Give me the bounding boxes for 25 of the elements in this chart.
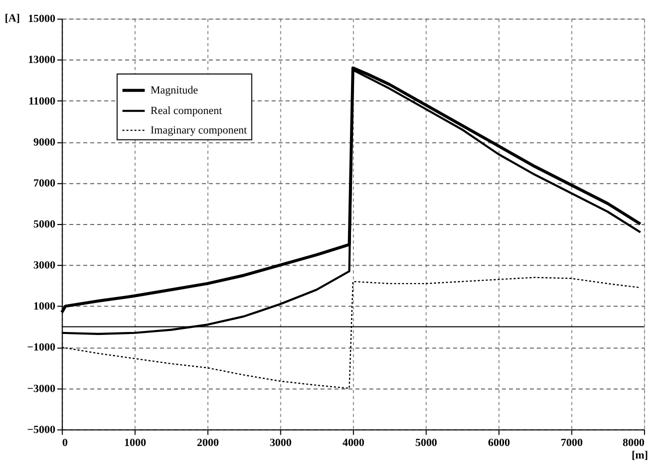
- x-tick-label: 0: [62, 436, 68, 449]
- y-tick-label: 15000: [28, 13, 56, 26]
- y-tick-label: 1000: [33, 300, 56, 313]
- x-tick-label: 4000: [342, 436, 365, 449]
- y-axis-title: [A]: [4, 12, 20, 25]
- legend-label: Imaginary component: [150, 124, 247, 136]
- y-tick-label: −5000: [27, 424, 56, 436]
- legend-label: Magnitude: [150, 84, 198, 96]
- x-tick-label: 6000: [488, 436, 510, 449]
- y-tick-label: −1000: [27, 342, 56, 354]
- legend-label: Real component: [150, 104, 222, 117]
- y-tick-label: 13000: [28, 54, 56, 66]
- y-tick-label: −3000: [27, 382, 56, 395]
- x-tick-label: 3000: [270, 436, 292, 449]
- x-tick-label: 1000: [124, 436, 147, 449]
- y-tick-label: 11000: [28, 95, 56, 108]
- y-tick-label: 5000: [33, 218, 56, 231]
- x-axis-title: [m]: [632, 449, 648, 462]
- x-tick-label: 5000: [415, 436, 438, 449]
- y-tick-label: 7000: [33, 177, 56, 190]
- y-tick-label: 3000: [33, 260, 56, 272]
- y-tick-label: 9000: [33, 136, 56, 148]
- x-tick-label: 7000: [560, 436, 584, 449]
- x-tick-label: 2000: [196, 436, 220, 449]
- x-tick-label: 8000: [622, 436, 646, 449]
